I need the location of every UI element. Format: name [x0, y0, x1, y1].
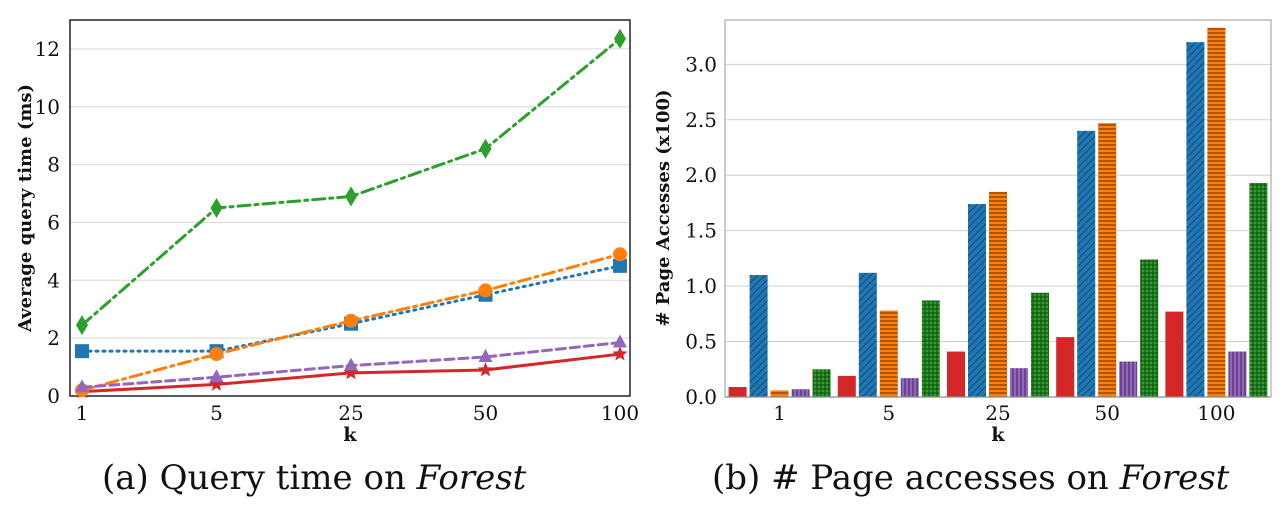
y-tick-labels: 0 2 4 6 8 10 12: [35, 37, 60, 408]
grid-lines: [70, 48, 630, 339]
data-point: [75, 379, 89, 393]
y-tick-label: 10: [35, 95, 60, 119]
data-point: [210, 198, 223, 218]
bar: [1119, 361, 1138, 397]
bar: [1010, 368, 1028, 397]
x-tick-label: 50: [473, 401, 498, 425]
bar: [1031, 292, 1049, 397]
data-point: [208, 376, 225, 391]
y-tick-label: 3.0: [685, 52, 717, 76]
data-point: [477, 362, 494, 377]
y-tick-label: 2.0: [685, 163, 717, 187]
query-time-chart: 0 2 4 6 8 10 12 1 5 25 50 100 k Average query time…: [15, 19, 639, 446]
plot-frame: [69, 19, 631, 397]
data-point: [479, 138, 492, 159]
bars: [728, 27, 1268, 397]
bar: [1056, 337, 1075, 397]
y-tick-label: 0: [47, 384, 60, 408]
bar: [947, 351, 965, 397]
data-point: [478, 283, 493, 298]
y-tick-labels: 0.0 0.5 1.0 1.5 2.0 2.5 3.0: [685, 52, 717, 409]
data-point: [345, 186, 357, 207]
data-point: [209, 347, 224, 362]
bar: [968, 204, 986, 397]
caption-a-text: (a) Query time on: [102, 458, 417, 498]
x-tick-labels: 1 5 25 50 100: [76, 401, 639, 425]
data-point: [76, 315, 88, 336]
bar: [728, 387, 747, 397]
y-tick-label: 2.5: [685, 108, 717, 132]
y-tick-label: 12: [35, 37, 60, 61]
x-tick-label: 100: [1197, 401, 1235, 425]
data-point: [344, 357, 358, 371]
bar: [900, 378, 919, 397]
y-tick-label: 4: [47, 268, 60, 292]
bar: [1140, 259, 1159, 397]
bar: [749, 275, 768, 397]
caption-a-emphasis: Forest: [416, 458, 527, 498]
x-tick-label: 5: [882, 401, 895, 425]
bar: [1207, 27, 1226, 397]
x-tick-label: 25: [338, 401, 363, 425]
x-tick-label: 25: [985, 401, 1010, 425]
data-point: [75, 344, 89, 359]
x-tick-label: 50: [1094, 401, 1119, 425]
data-point: [209, 369, 224, 383]
bar: [858, 272, 877, 397]
bar: [1165, 311, 1184, 397]
caption-a: (a) Query time on Forest: [102, 458, 526, 498]
bar: [812, 369, 831, 397]
x-tick-label: 1: [773, 401, 786, 425]
y-axis-label: Average query time (ms): [15, 84, 36, 333]
bar: [837, 375, 856, 397]
bar: [989, 191, 1007, 397]
bar: [1228, 351, 1247, 397]
x-axis-label: k: [343, 424, 357, 446]
y-tick-label: 6: [47, 210, 60, 234]
data-point: [613, 258, 627, 273]
caption-b-text: (b) # Page accesses on: [712, 458, 1120, 498]
x-tick-label: 1: [76, 401, 89, 425]
bar: [879, 310, 898, 397]
y-tick-label: 0.0: [685, 385, 717, 409]
y-tick-label: 8: [47, 153, 60, 177]
x-tick-label: 100: [601, 401, 639, 425]
data-point: [612, 346, 628, 361]
x-axis-label: k: [991, 424, 1005, 446]
page-accesses-chart: 0.0 0.5 1.0 1.5 2.0 2.5 3.0 1 5 25 50 100 k # Page…: [653, 19, 1272, 446]
series: [76, 28, 626, 336]
y-axis-label: # Page Accesses (x100): [653, 89, 674, 326]
x-tick-labels: 1 5 25 50 100: [773, 401, 1235, 425]
bar: [1098, 123, 1117, 397]
bar: [921, 300, 940, 397]
caption-b-emphasis: Forest: [1119, 458, 1230, 498]
bar: [1077, 130, 1096, 397]
series: [74, 346, 628, 399]
y-tick-label: 1.0: [685, 274, 717, 298]
data-point: [344, 313, 358, 328]
y-tick-label: 2: [47, 326, 60, 350]
plot-frame: [724, 19, 1272, 398]
bar: [1249, 182, 1268, 397]
bar: [791, 389, 810, 397]
bar: [770, 390, 789, 397]
x-tick-label: 5: [210, 401, 223, 425]
bar: [1186, 42, 1205, 397]
data-point: [343, 364, 359, 380]
caption-b: (b) # Page accesses on Forest: [712, 458, 1229, 498]
data-point: [613, 247, 627, 262]
series: [75, 247, 627, 398]
series-lines: [74, 28, 628, 399]
data-point: [614, 28, 626, 49]
series: [75, 334, 627, 393]
data-point: [478, 348, 493, 362]
y-tick-label: 1.5: [685, 219, 717, 243]
y-tick-label: 0.5: [685, 330, 717, 354]
data-point: [613, 334, 627, 348]
